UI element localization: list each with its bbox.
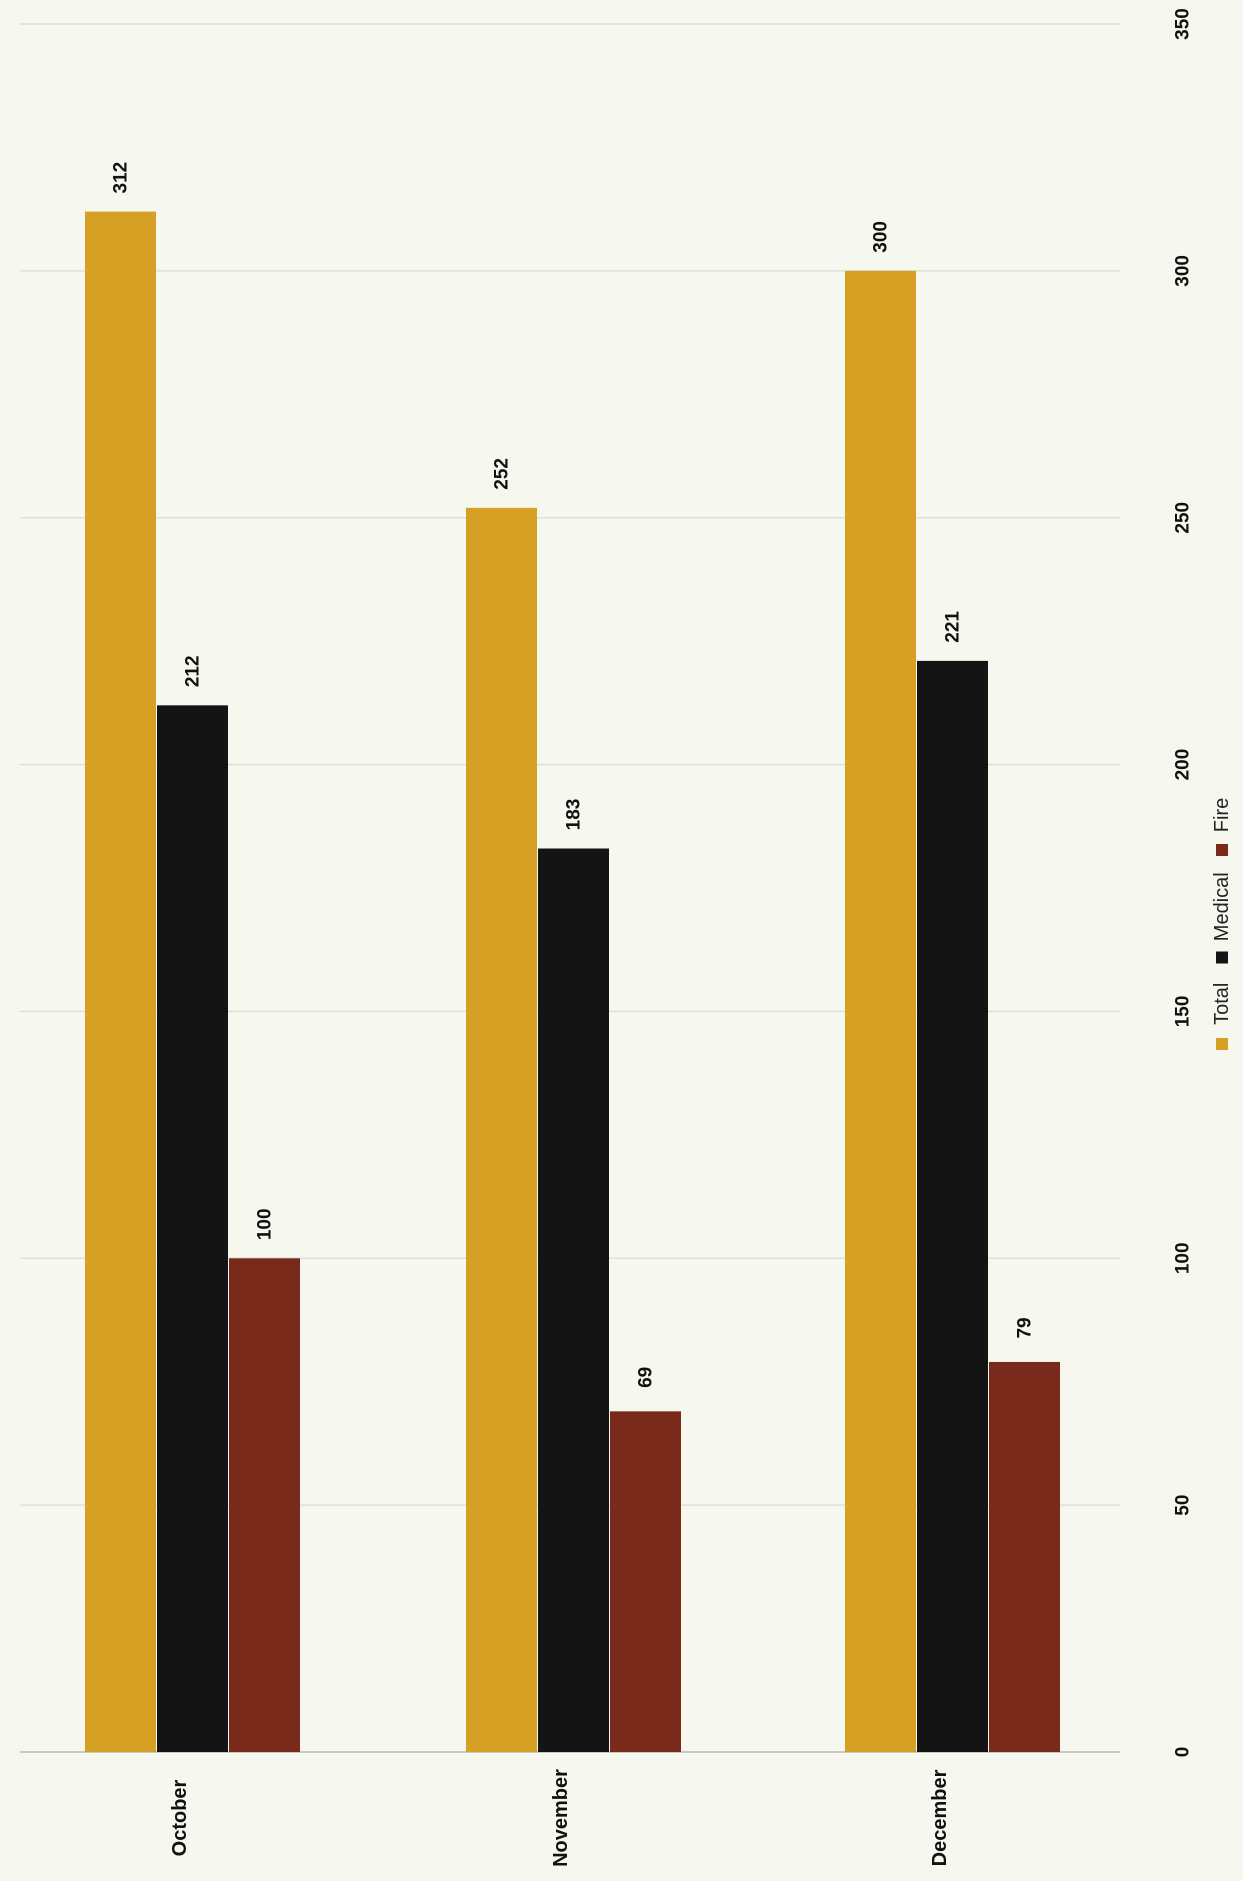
data-label: 252 xyxy=(492,458,513,490)
tick-label: 250 xyxy=(1173,502,1194,534)
tick-label: 0 xyxy=(1173,1747,1194,1758)
data-label: 300 xyxy=(871,221,892,253)
data-label: 212 xyxy=(183,655,204,687)
bar-fire-october xyxy=(229,1258,300,1752)
tick-label: 150 xyxy=(1173,996,1194,1028)
data-labels: 312 212 100 252 183 69 300 221 79 xyxy=(111,162,1036,1388)
legend-swatch xyxy=(1216,844,1228,856)
tick-label: 300 xyxy=(1173,255,1194,287)
data-label: 221 xyxy=(943,611,964,643)
category-label: November xyxy=(550,1769,572,1867)
tick-label: 50 xyxy=(1173,1495,1194,1516)
legend-swatch xyxy=(1216,951,1228,964)
bar-medical-december xyxy=(917,660,988,1753)
data-label: 183 xyxy=(564,799,585,831)
legend-label: Medical xyxy=(1211,872,1233,941)
bar-medical-november xyxy=(538,848,609,1752)
category-labels: October November December xyxy=(169,1769,951,1867)
legend-label: Total xyxy=(1211,983,1233,1025)
category-label: October xyxy=(169,1779,191,1856)
bars xyxy=(85,211,1060,1753)
category-label: December xyxy=(929,1769,951,1866)
tick-label: 200 xyxy=(1173,749,1194,781)
data-label: 79 xyxy=(1015,1317,1036,1338)
data-label: 69 xyxy=(636,1367,657,1388)
legend-swatch xyxy=(1216,1038,1228,1050)
bar-total-december xyxy=(845,270,916,1752)
data-label: 100 xyxy=(255,1208,276,1240)
bar-fire-november xyxy=(610,1411,681,1752)
value-axis-ticks: 0 50 100 150 200 250 300 350 xyxy=(1173,8,1194,1757)
tick-label: 100 xyxy=(1173,1242,1194,1274)
bar-fire-december xyxy=(989,1361,1060,1752)
legend: Total Medical Fire xyxy=(1211,798,1233,1050)
bar-total-november xyxy=(466,507,537,1753)
bar-total-october xyxy=(85,211,156,1752)
tick-label: 350 xyxy=(1173,8,1194,40)
bar-medical-october xyxy=(157,705,228,1753)
data-label: 312 xyxy=(111,162,132,194)
legend-label: Fire xyxy=(1211,798,1233,832)
